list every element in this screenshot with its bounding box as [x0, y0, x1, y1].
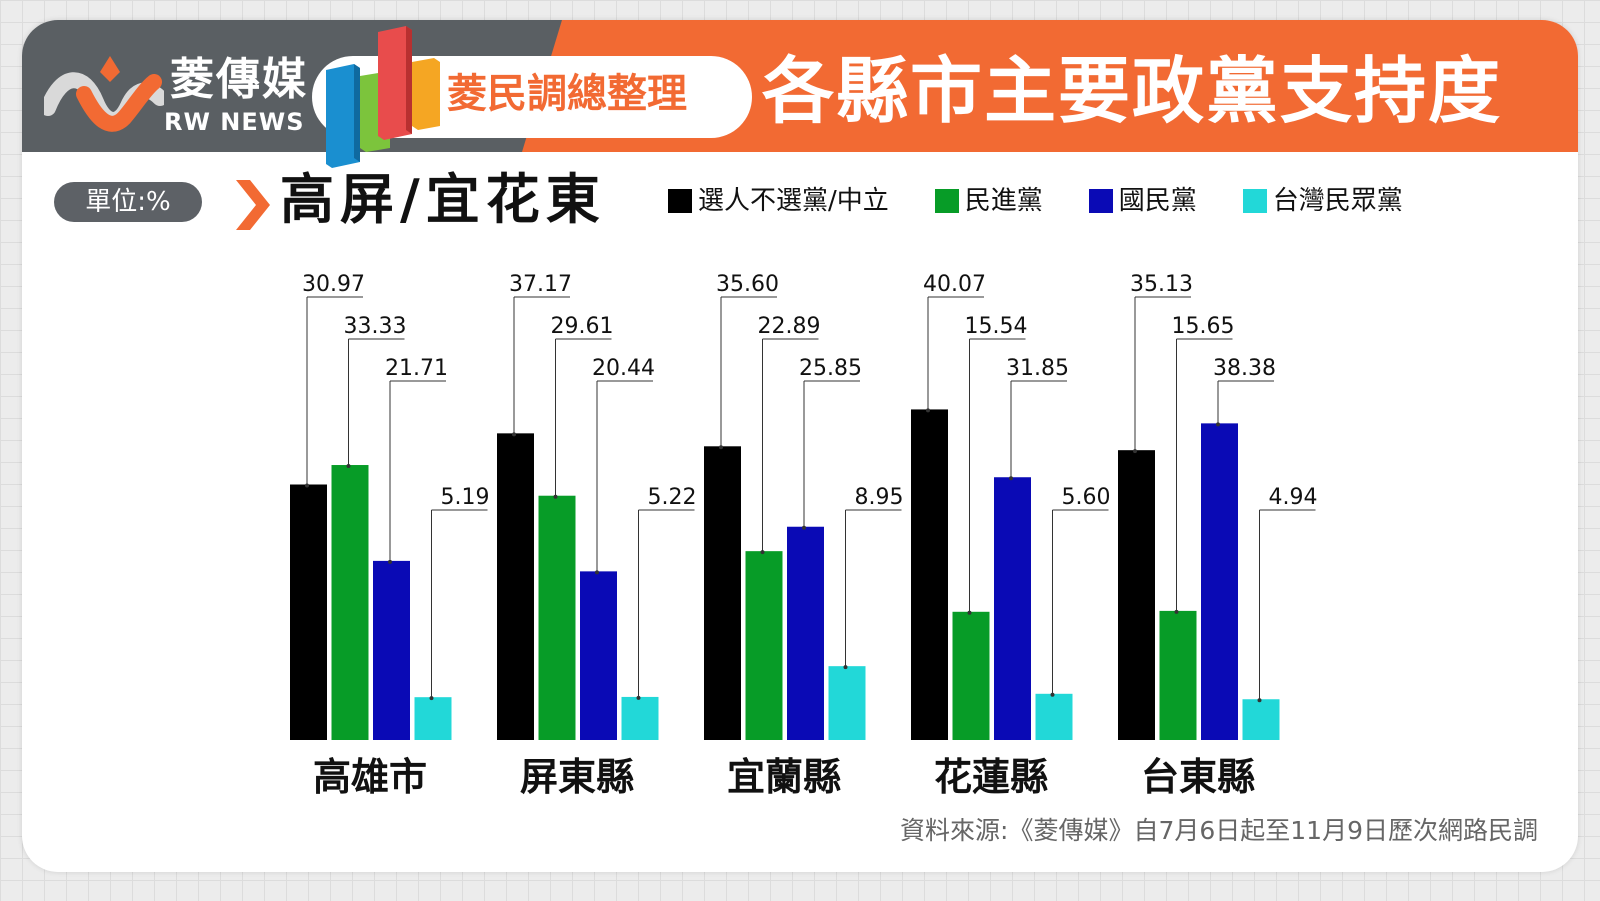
region-title: 高屏/宜花東 [280, 168, 606, 231]
data-label: 35.60 [716, 272, 779, 297]
leader-dot [346, 464, 351, 469]
category-label: 高雄市 [313, 755, 427, 799]
leader-dot [1174, 609, 1179, 614]
leader-dot [1216, 422, 1220, 427]
legend-swatch [668, 189, 692, 213]
legend-label: 國民黨 [1118, 186, 1197, 216]
chevron-right-icon [236, 180, 270, 230]
data-label: 29.61 [551, 314, 614, 339]
bar [1035, 693, 1073, 740]
legend-swatch [1242, 189, 1267, 213]
bar [580, 571, 617, 740]
leader-dot [305, 483, 309, 488]
data-label: 5.22 [648, 485, 697, 510]
legend-item-neutral: 選人不選黨/中立 [668, 188, 889, 214]
legend-item-kmt: 國民黨 [1088, 186, 1197, 216]
legend-label: 民進黨 [964, 186, 1043, 216]
leader-dot [388, 559, 392, 564]
leader-dot [512, 432, 516, 437]
leader-dot [595, 570, 599, 575]
bar [290, 484, 327, 740]
bar [787, 526, 824, 740]
data-label: 21.71 [385, 356, 448, 381]
leader-dot [429, 696, 434, 701]
leader-dot [636, 695, 641, 700]
data-label: 15.54 [965, 314, 1028, 339]
source-note: 資料來源:《菱傳媒》自7月6日起至11月9日歷次網路民調 [900, 816, 1538, 845]
bar [1159, 610, 1197, 740]
leader-dot [553, 494, 558, 499]
data-label: 4.94 [1269, 485, 1318, 510]
leader-dot [1133, 449, 1137, 454]
unit-badge: 單位:% [54, 182, 202, 222]
bar [704, 446, 741, 740]
bar [828, 666, 866, 740]
legend-label: 台灣民眾黨 [1272, 186, 1403, 216]
bar [331, 465, 369, 740]
leader-dot [802, 525, 806, 530]
bar [414, 697, 452, 740]
data-label: 25.85 [799, 356, 862, 381]
data-label: 30.97 [302, 272, 365, 297]
data-label: 5.19 [441, 485, 490, 510]
leader-dot [967, 610, 972, 615]
data-label: 8.95 [855, 485, 904, 510]
category-label: 宜蘭縣 [727, 755, 841, 799]
leader-dot [1009, 476, 1013, 481]
data-label: 33.33 [344, 314, 407, 339]
category-label: 花蓮縣 [934, 755, 1048, 799]
leader-dot [719, 445, 723, 450]
data-label: 35.13 [1130, 272, 1193, 297]
category-label: 台東縣 [1141, 755, 1255, 799]
legend-swatch [934, 189, 959, 213]
bar-chart-icon [326, 26, 440, 168]
leader-dot [926, 408, 930, 413]
leader-dot [1257, 698, 1262, 703]
bar-chart: 30.97 33.33 21.71 5.19 高雄市 37.17 29.61 20.44 5.2… [290, 272, 1318, 799]
bar [745, 551, 783, 740]
legend-item-dpp: 民進黨 [934, 186, 1043, 216]
card: 菱傳媒 RW NEWS 菱民調總整理 各縣市主要政黨支持度 單位:% 高屏/宜花… [22, 20, 1578, 872]
rw-logo-icon [44, 56, 164, 132]
data-label: 40.07 [923, 272, 986, 297]
subtitle-pill-text: 菱民調總整理 [447, 71, 687, 117]
data-label: 15.65 [1172, 314, 1235, 339]
leader-dot [760, 550, 765, 555]
bar [1201, 423, 1238, 740]
legend-item-tpp: 台灣民眾黨 [1242, 186, 1403, 216]
bar [952, 611, 990, 740]
leader-dot [1050, 692, 1055, 697]
data-label: 5.60 [1062, 485, 1111, 510]
data-label: 38.38 [1213, 356, 1276, 381]
data-label: 37.17 [509, 272, 572, 297]
legend-swatch [1088, 189, 1113, 213]
bar [497, 433, 534, 740]
bar [1118, 450, 1155, 740]
logo-english-text: RW NEWS [164, 108, 305, 136]
bar [1242, 699, 1280, 740]
data-label: 22.89 [758, 314, 821, 339]
bar [538, 495, 576, 740]
leader-dot [843, 665, 848, 670]
bar [373, 560, 410, 740]
category-label: 屏東縣 [520, 755, 634, 799]
page-title: 各縣市主要政黨支持度 [762, 49, 1503, 133]
bar [994, 477, 1031, 740]
data-label: 31.85 [1006, 356, 1069, 381]
logo-chinese-text: 菱傳媒 [170, 54, 308, 105]
chart-legend: 選人不選黨/中立 民進黨 國民黨 台灣民眾黨 [668, 188, 1449, 214]
data-label: 20.44 [592, 356, 655, 381]
bar [911, 409, 948, 740]
bar [621, 696, 659, 740]
legend-label: 選人不選黨/中立 [698, 186, 889, 216]
